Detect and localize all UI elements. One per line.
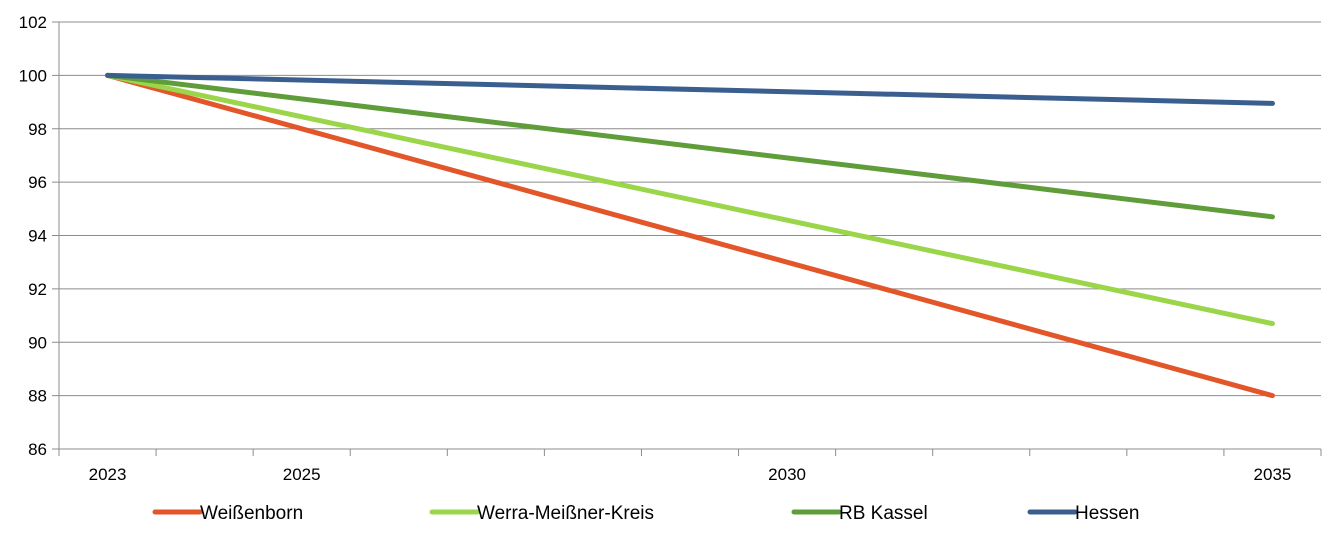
x-tick-label: 2035 (1254, 465, 1292, 484)
y-axis-ticks: 86 88 90 92 94 96 98 100 102 (19, 13, 59, 459)
y-tick-label: 90 (28, 333, 47, 352)
legend-item: Werra-Meißner-Kreis (429, 503, 654, 524)
legend-label: Weißenborn (200, 503, 303, 524)
grid-lines (59, 21, 1321, 397)
legend-item: Hessen (1027, 503, 1139, 524)
y-tick-label: 94 (28, 227, 47, 246)
y-tick-label: 86 (28, 440, 47, 459)
x-tick-label: 2025 (283, 465, 321, 484)
y-tick-label: 100 (19, 66, 47, 85)
y-tick-label: 96 (28, 173, 47, 192)
legend-item: RB Kassel (791, 503, 928, 524)
series-lines (105, 72, 1275, 399)
legend-label: Hessen (1075, 503, 1139, 524)
legend: Weißenborn Werra-Meißner-Kreis RB Kassel He… (152, 503, 1139, 524)
legend-label: Werra-Meißner-Kreis (477, 503, 654, 524)
y-tick-label: 88 (28, 387, 47, 406)
y-tick-label: 92 (28, 280, 47, 299)
series-line-2 (105, 72, 1275, 220)
x-axis-ticks: 2023 2025 2030 2035 (58, 449, 1322, 484)
series-line-0 (105, 72, 1275, 399)
legend-label: RB Kassel (839, 503, 928, 524)
series-line-1 (105, 72, 1275, 327)
x-tick-label: 2023 (89, 465, 127, 484)
y-tick-label: 102 (19, 13, 47, 32)
y-tick-label: 98 (28, 120, 47, 139)
legend-item: Weißenborn (152, 503, 303, 524)
x-tick-label: 2030 (768, 465, 806, 484)
series-line-3 (105, 72, 1275, 106)
